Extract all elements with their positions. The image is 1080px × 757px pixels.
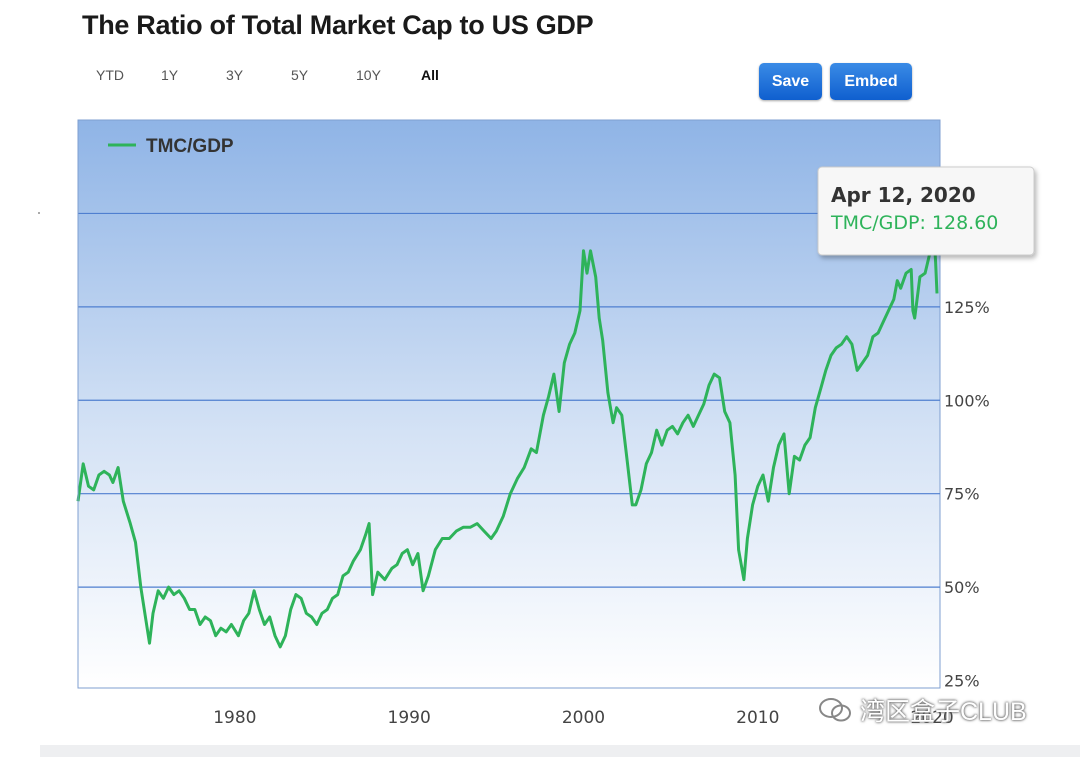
y-tick-label: 125%	[944, 298, 990, 317]
watermark: 湾区盒子CLUB	[818, 692, 1027, 728]
range-5y[interactable]: 5Y	[291, 67, 309, 83]
range-10y[interactable]: 10Y	[356, 67, 381, 83]
chat-icon	[819, 698, 851, 722]
page-title: The Ratio of Total Market Cap to US GDP	[82, 10, 594, 40]
watermark-text: 湾区盒子CLUB	[860, 698, 1027, 726]
legend[interactable]: TMC/GDP	[108, 136, 234, 157]
series-line-tmc-gdp[interactable]	[76, 230, 939, 649]
tooltip-value: TMC/GDP: 128.60	[830, 212, 998, 234]
range-1y[interactable]: 1Y	[161, 67, 179, 83]
tooltip-date: Apr 12, 2020	[831, 183, 976, 207]
embed-button[interactable]: Embed	[830, 63, 912, 100]
range-3y[interactable]: 3Y	[226, 67, 244, 83]
y-tick-label: 75%	[944, 485, 980, 504]
range-all[interactable]: All	[421, 67, 439, 83]
x-tick-label: 2010	[736, 708, 779, 728]
y-tick-label: 100%	[944, 391, 990, 410]
y-tick-label: 50%	[944, 578, 980, 597]
plot-area	[77, 119, 941, 689]
x-tick-label: 1980	[213, 708, 256, 728]
y-tick-label: 25%	[944, 672, 980, 691]
range-ytd[interactable]: YTD	[96, 67, 124, 83]
legend-label: TMC/GDP	[146, 136, 234, 157]
x-tick-label: 1990	[388, 708, 431, 728]
stray-dot	[38, 212, 40, 214]
bottom-strip	[40, 745, 1080, 757]
save-button[interactable]: Save	[759, 63, 822, 100]
range-selector: YTD 1Y 3Y 5Y 10Y All	[96, 67, 486, 83]
x-tick-label: 2020	[910, 708, 953, 728]
tooltip: Apr 12, 2020 TMC/GDP: 128.60	[817, 166, 1035, 256]
x-tick-label: 2000	[562, 708, 605, 728]
